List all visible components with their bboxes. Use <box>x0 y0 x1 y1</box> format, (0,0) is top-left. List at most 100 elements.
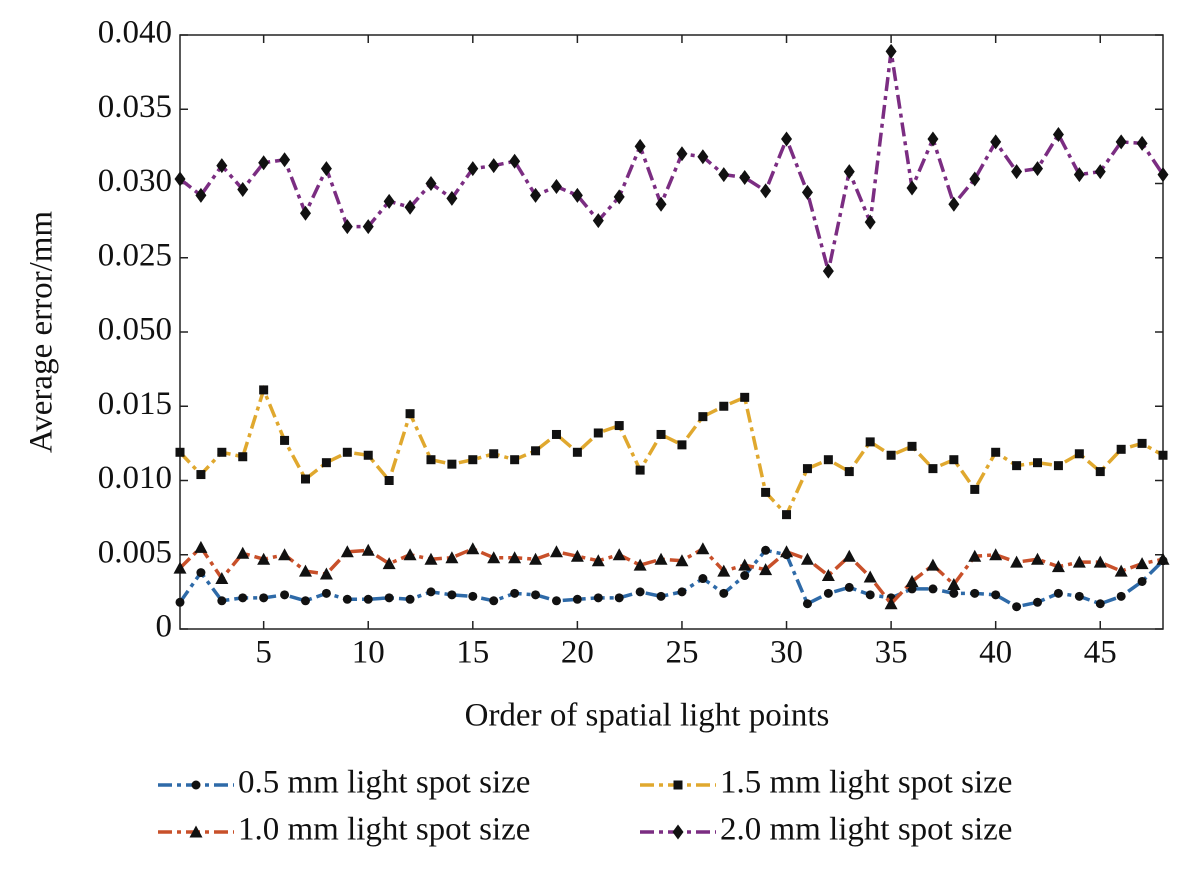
data-point <box>761 487 771 497</box>
data-point <box>719 401 729 411</box>
data-point <box>238 593 248 603</box>
legend-item: 2.0 mm light spot size <box>640 812 1012 848</box>
legend-marker <box>672 824 684 840</box>
data-point <box>593 593 603 603</box>
data-point <box>489 596 499 606</box>
data-point <box>1158 450 1168 460</box>
data-point <box>781 131 793 147</box>
data-point <box>1033 458 1043 468</box>
data-point <box>363 594 373 604</box>
data-point <box>196 470 206 480</box>
data-point <box>1032 161 1044 177</box>
data-point <box>656 591 666 601</box>
data-point <box>947 577 961 590</box>
data-point <box>843 164 855 180</box>
data-point <box>635 465 645 475</box>
data-point <box>426 455 436 465</box>
data-point <box>195 187 207 203</box>
data-point <box>991 447 1001 457</box>
data-point <box>217 447 227 457</box>
data-point <box>1156 552 1170 565</box>
data-point <box>634 138 646 154</box>
data-point <box>761 545 771 555</box>
data-point <box>1116 444 1126 454</box>
data-point <box>948 196 960 212</box>
legend-label: 1.0 mm light spot size <box>238 812 530 848</box>
data-point <box>591 554 605 567</box>
data-point <box>1051 560 1065 573</box>
data-point <box>530 187 542 203</box>
data-point <box>927 131 939 147</box>
data-point <box>509 153 521 169</box>
data-point <box>403 548 417 561</box>
data-point <box>531 446 541 456</box>
data-point <box>821 569 835 582</box>
series-line <box>178 51 1165 272</box>
legend-item: 1.5 mm light spot size <box>640 765 1012 801</box>
data-point <box>467 161 479 177</box>
legend-marker <box>189 825 203 838</box>
y-tick-label: 0 <box>156 609 173 645</box>
data-point <box>800 552 814 565</box>
data-point <box>740 571 750 581</box>
data-point <box>991 590 1001 600</box>
series-line <box>178 384 1164 518</box>
data-point <box>1074 591 1084 601</box>
x-tick-label: 45 <box>1084 635 1117 671</box>
data-point <box>865 437 875 447</box>
data-point <box>717 564 731 577</box>
data-point <box>280 435 290 445</box>
data-point <box>593 428 603 438</box>
data-point <box>990 134 1002 150</box>
data-point <box>906 180 918 196</box>
y-axis-label: Average error/mm <box>24 211 60 454</box>
data-point <box>321 458 331 468</box>
data-point <box>1012 461 1022 471</box>
legend-marker <box>673 780 683 790</box>
data-point <box>802 464 812 474</box>
x-axis-label: Order of spatial light points <box>465 698 830 734</box>
x-tick-label: 15 <box>456 635 489 671</box>
data-point <box>1114 564 1128 577</box>
y-tick-label: 0.050 <box>98 312 172 348</box>
data-point <box>237 181 249 197</box>
data-point <box>842 549 856 562</box>
data-point <box>760 183 772 199</box>
data-point <box>383 193 395 209</box>
data-point <box>424 552 438 565</box>
data-point <box>384 476 394 485</box>
data-point <box>300 596 310 606</box>
data-point <box>236 546 250 559</box>
data-point <box>551 596 561 606</box>
data-point <box>1157 167 1169 183</box>
data-point <box>215 572 229 585</box>
data-point <box>342 447 352 457</box>
data-point <box>968 549 982 562</box>
data-point <box>612 548 626 561</box>
data-point <box>740 392 750 402</box>
data-point <box>822 263 834 279</box>
data-point <box>738 558 752 571</box>
data-point <box>928 464 938 474</box>
data-point <box>572 447 582 457</box>
data-point <box>823 588 833 598</box>
data-point <box>216 158 228 174</box>
data-point <box>550 178 562 194</box>
data-point <box>549 545 563 558</box>
y-tick-label: 0.040 <box>98 15 172 51</box>
x-tick-label: 25 <box>665 635 698 671</box>
data-point <box>1072 555 1086 568</box>
data-point <box>1137 576 1147 586</box>
data-point <box>425 176 437 191</box>
data-point <box>447 459 457 469</box>
data-point <box>656 429 666 439</box>
data-point <box>174 171 186 187</box>
data-point <box>613 189 625 205</box>
data-point <box>739 170 751 186</box>
data-point <box>1136 135 1148 151</box>
data-point <box>698 574 708 584</box>
data-point <box>510 455 520 465</box>
data-point <box>698 412 708 422</box>
data-point <box>405 409 415 419</box>
